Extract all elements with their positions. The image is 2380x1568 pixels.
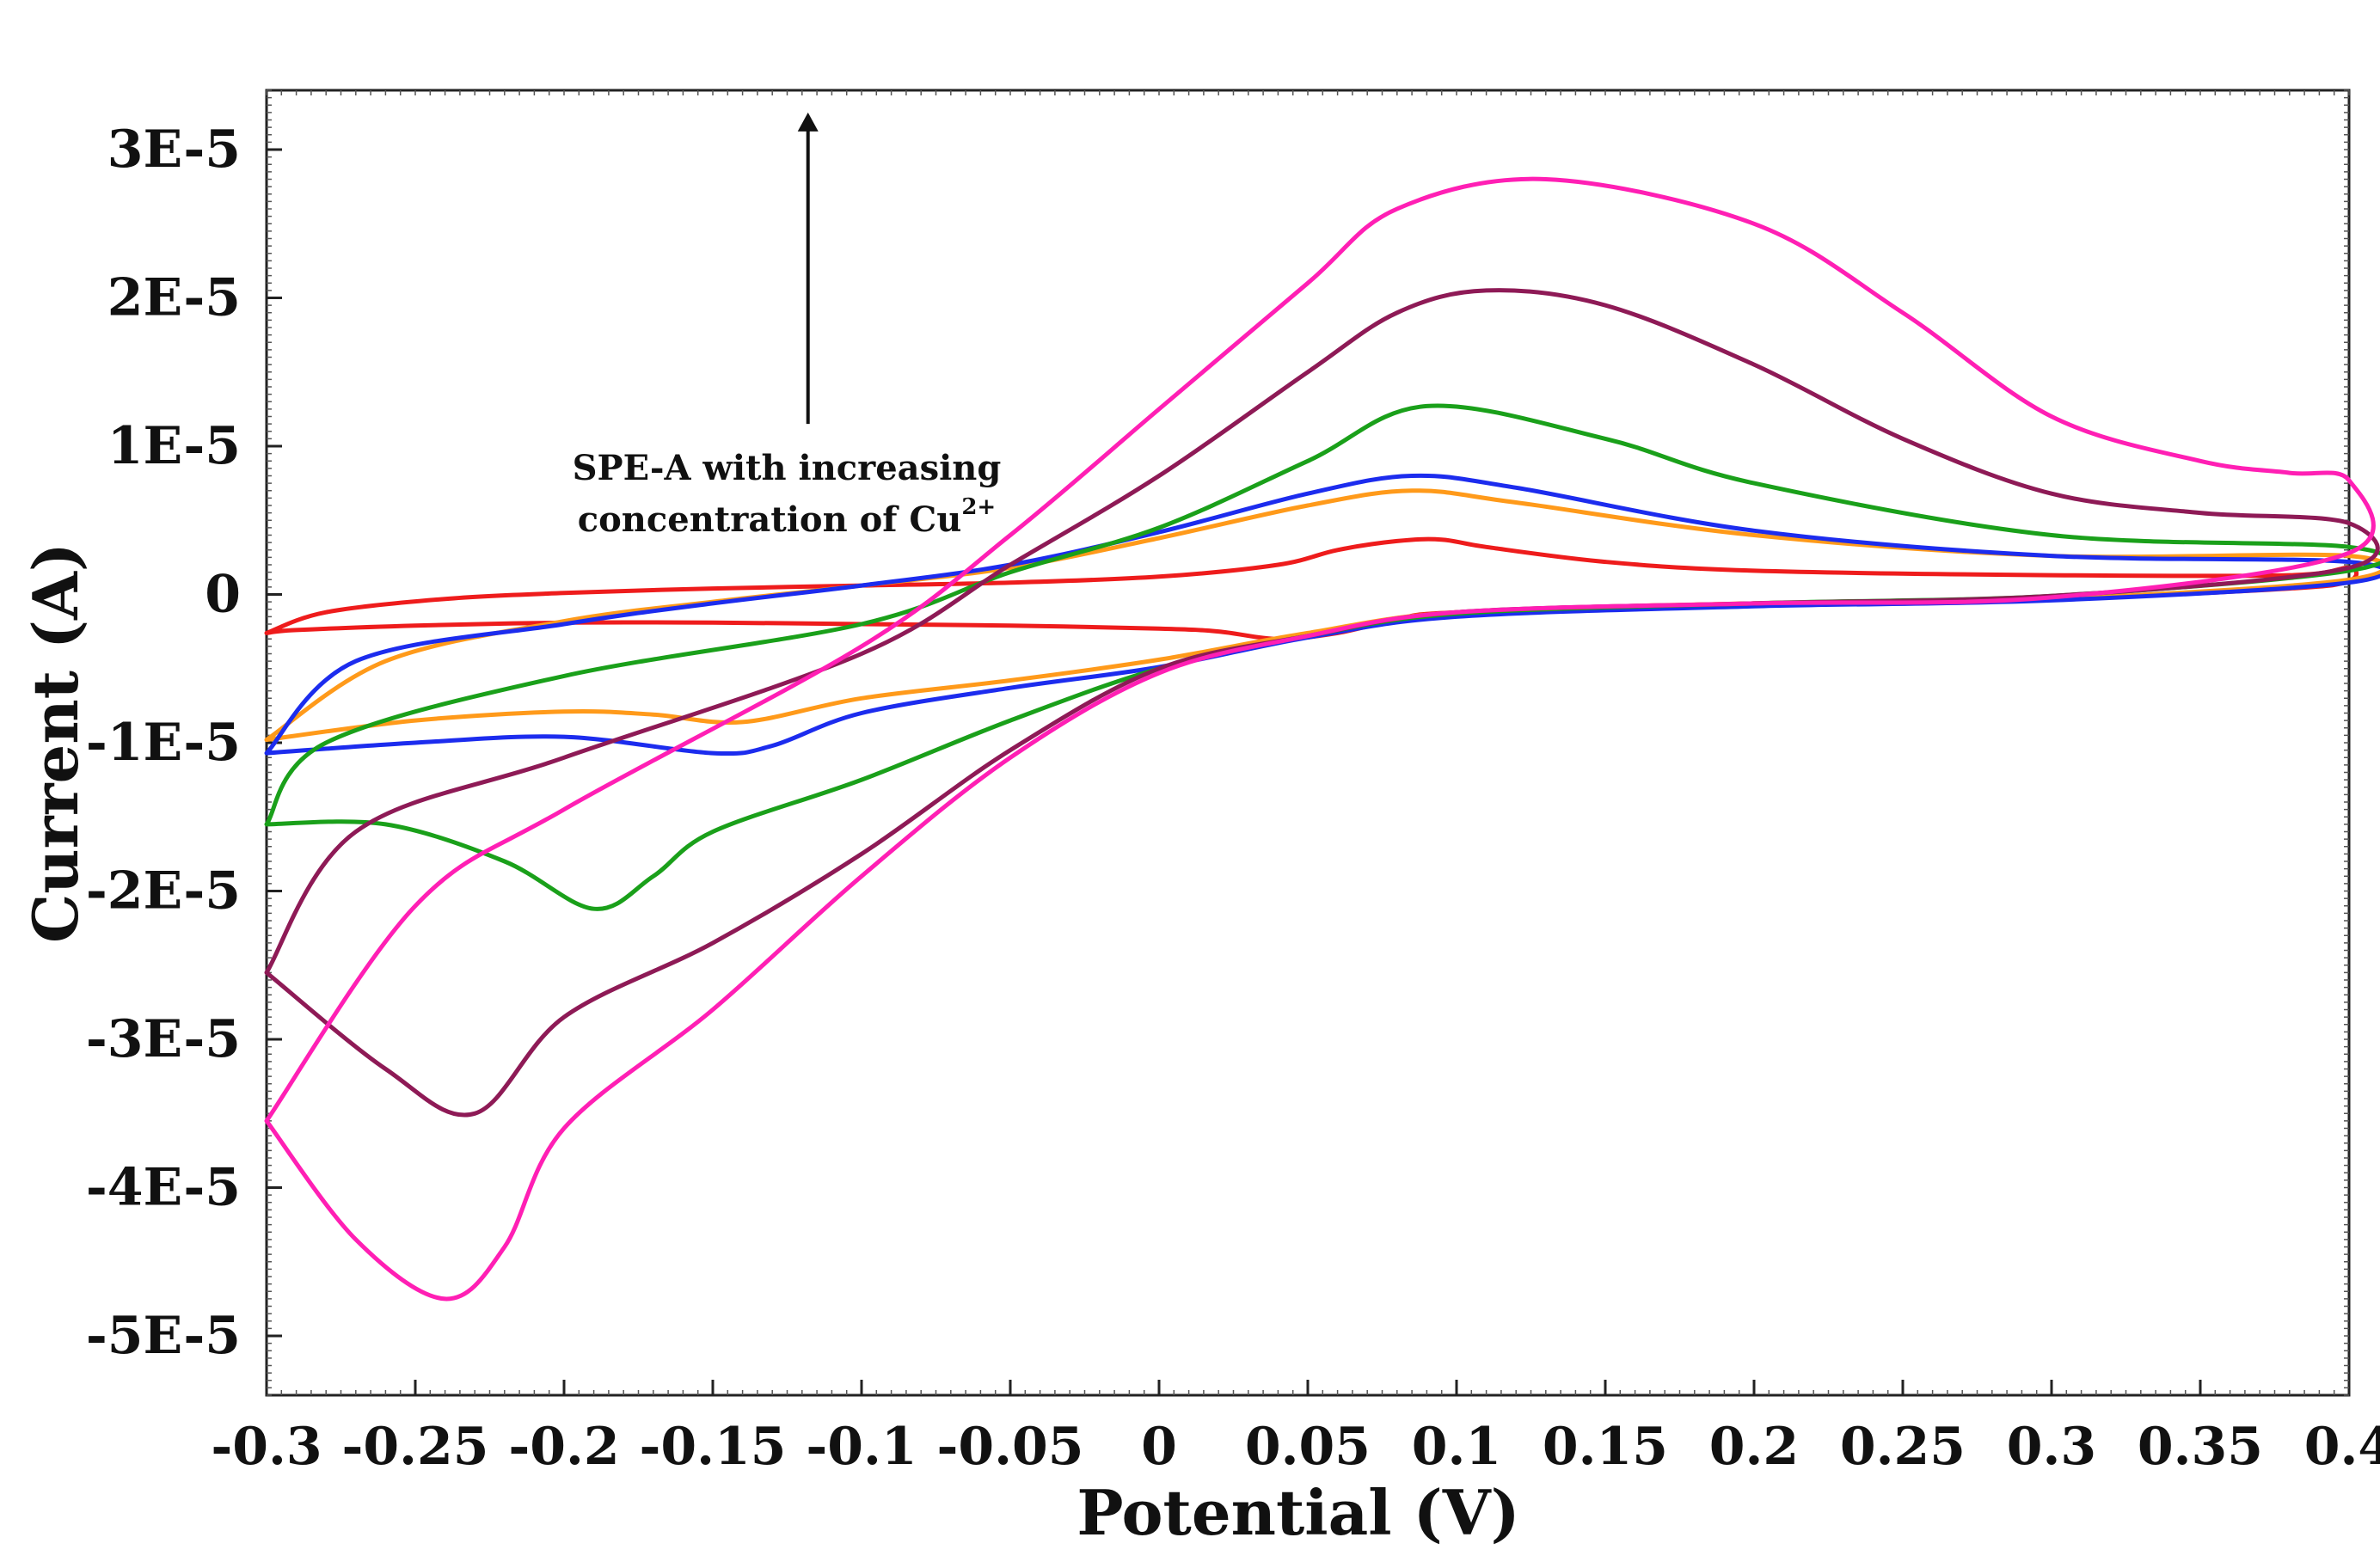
y-tick-label: -5E-5 [86,1306,241,1366]
y-tick-label: -4E-5 [86,1158,241,1218]
x-axis-tick-labels: -0.3 -0.25 -0.2 -0.15 -0.1 -0.05 0 0.05 0.1 0.15 0… [211,1417,2380,1477]
x-tick-label: -0.2 [508,1417,619,1477]
x-tick-label: -0.3 [211,1417,322,1477]
y-tick-label: -1E-5 [86,713,241,773]
y-tick-label: 0 [205,565,241,625]
y-axis-tick-labels: 3E-5 2E-5 1E-5 0 -1E-5 -2E-5 -3E-5 -4E-5 -5E-5 [86,119,241,1366]
x-axis-ticks [265,90,2351,1395]
series-line-green [264,403,2380,911]
x-tick-label: 0.2 [1709,1417,1799,1477]
annotation-line-2-text: concentration of Cu [578,499,962,540]
y-tick-label: -3E-5 [86,1009,241,1069]
annotation-line-1: SPE-A with increasing [573,448,1002,488]
x-tick-label: 0.3 [2007,1417,2096,1477]
x-tick-label: -0.15 [639,1417,786,1477]
annotation-arrowhead [797,112,819,132]
x-tick-label: 0 [1141,1417,1177,1477]
y-tick-label: 1E-5 [107,416,241,476]
x-tick-label: 0.15 [1543,1417,1668,1477]
x-tick-label: 0.1 [1412,1417,1501,1477]
series-line-blue [264,473,2380,756]
y-tick-label: 2E-5 [107,268,241,328]
y-axis-title: Current (A) [19,542,92,943]
y-tick-label: 3E-5 [107,119,241,180]
x-tick-label: -0.05 [936,1417,1083,1477]
y-axis-ticks [267,89,2349,1396]
annotation-line-2: concentration of Cu2+ [578,494,996,540]
annotation-superscript: 2+ [961,494,996,520]
series-line-pink [264,176,2376,1302]
y-tick-label: -2E-5 [86,861,241,922]
x-tick-label: -0.1 [806,1417,917,1477]
x-tick-label: 0.35 [2138,1417,2263,1477]
x-tick-label: 0.05 [1245,1417,1371,1477]
series-group [264,176,2380,1302]
x-tick-label: 0.4 [2304,1417,2380,1477]
x-tick-label: -0.25 [341,1417,488,1477]
x-tick-label: 0.25 [1840,1417,1966,1477]
x-axis-title: Potential (V) [1077,1476,1519,1549]
plot-frame [265,89,2351,1397]
series-line-purple [264,288,2380,1118]
annotation: SPE-A with increasing concentration of C… [573,112,1002,540]
